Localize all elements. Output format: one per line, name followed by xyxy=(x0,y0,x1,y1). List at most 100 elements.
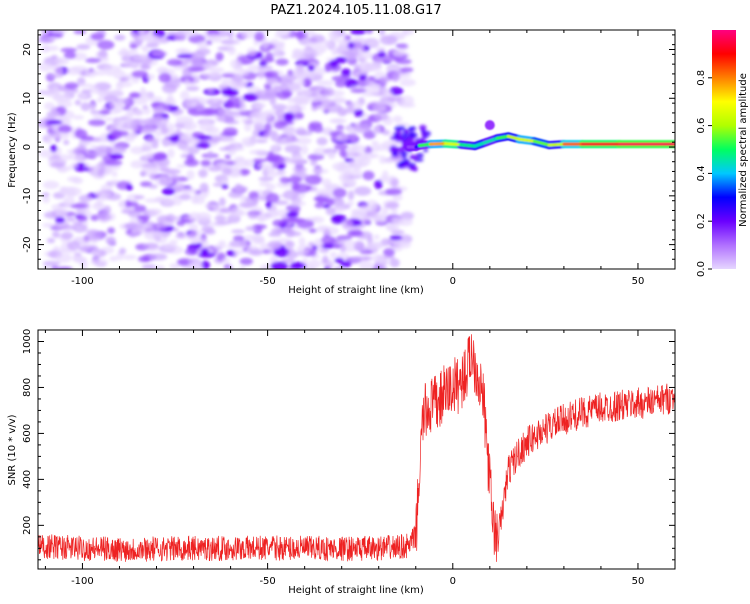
noise-blob xyxy=(144,118,161,125)
noise-blob xyxy=(313,148,329,156)
noise-blob xyxy=(232,74,244,82)
noise-blob xyxy=(299,49,314,55)
noise-blob xyxy=(279,177,289,182)
noise-blob xyxy=(108,239,114,245)
noise-blob xyxy=(257,163,270,168)
noise-blob xyxy=(336,134,349,141)
noise-blob xyxy=(65,217,75,222)
noise-blob xyxy=(330,99,347,103)
noise-blob xyxy=(95,145,111,152)
noise-blob xyxy=(63,196,75,205)
colorbar-tick-label: 0.6 xyxy=(696,118,707,134)
noise-blob xyxy=(53,87,59,96)
noise-blob xyxy=(81,89,91,93)
noise-blob xyxy=(244,235,257,240)
noise-blob xyxy=(229,146,245,151)
noise-blob xyxy=(53,94,64,101)
noise-blob xyxy=(273,50,279,58)
noise-blob xyxy=(380,35,398,45)
noise-blob xyxy=(291,182,300,190)
y-tick-label: 800 xyxy=(22,378,33,397)
noise-blob xyxy=(134,195,145,199)
noise-blob xyxy=(219,208,228,212)
noise-blob xyxy=(144,107,151,114)
noise-blob xyxy=(379,155,385,164)
noise-blob xyxy=(132,70,149,77)
noise-blob xyxy=(254,90,271,98)
noise-blob xyxy=(89,86,99,94)
spectrogram-ylabel: Frequency (Hz) xyxy=(7,112,18,188)
noise-blob xyxy=(240,258,253,265)
noise-blob xyxy=(184,79,190,86)
noise-blob xyxy=(184,159,199,167)
noise-blob xyxy=(324,184,339,190)
noise-blob xyxy=(186,86,199,91)
noise-blob xyxy=(302,258,308,265)
colorbar-label: Normalized spectral amplitude xyxy=(738,73,749,227)
noise-blob xyxy=(350,88,366,93)
noise-blob xyxy=(255,103,267,108)
noise-blob xyxy=(213,205,220,212)
noise-blob xyxy=(277,91,291,100)
signal-track-segment xyxy=(549,144,564,145)
noise-blob xyxy=(293,81,305,86)
noise-blob xyxy=(312,168,329,174)
noise-blob xyxy=(294,167,307,173)
noise-blob xyxy=(100,192,107,200)
noise-blob xyxy=(209,104,222,108)
x-tick-label: -100 xyxy=(71,276,94,287)
noise-blob xyxy=(134,205,146,212)
noise-blob xyxy=(390,258,400,267)
noise-blob xyxy=(359,74,367,80)
noise-blob xyxy=(75,100,81,106)
noise-blob xyxy=(276,181,293,188)
noise-blob xyxy=(227,115,235,124)
noise-blob xyxy=(137,35,150,39)
noise-blob xyxy=(295,128,306,136)
noise-blob xyxy=(255,139,268,143)
noise-blob xyxy=(338,38,349,48)
noise-blob xyxy=(180,91,189,101)
noise-blob xyxy=(376,46,386,52)
noise-blob xyxy=(151,51,167,56)
noise-blob xyxy=(205,108,218,116)
noise-blob xyxy=(374,234,380,239)
noise-blob xyxy=(153,153,165,161)
noise-blob xyxy=(222,168,232,176)
noise-blob xyxy=(188,212,201,221)
noise-blob xyxy=(91,33,105,41)
noise-blob xyxy=(64,52,76,59)
x-tick-label: -50 xyxy=(259,276,275,287)
noise-blob xyxy=(350,133,359,142)
noise-blob xyxy=(162,188,175,196)
y-tick-label: 1000 xyxy=(22,329,33,354)
noise-blob xyxy=(308,260,321,269)
noise-blob xyxy=(130,121,141,128)
noise-blob xyxy=(354,186,371,195)
noise-blob xyxy=(263,132,269,139)
noise-blob xyxy=(279,169,286,175)
noise-blob xyxy=(354,124,371,133)
noise-blob xyxy=(221,258,230,262)
noise-blob xyxy=(111,130,122,140)
noise-blob xyxy=(207,89,214,93)
noise-blob xyxy=(96,97,103,103)
noise-blob xyxy=(159,73,172,83)
noise-blob xyxy=(125,111,134,119)
spectrogram-xlabel: Height of straight line (km) xyxy=(288,285,424,296)
noise-blob xyxy=(222,88,239,96)
noise-blob xyxy=(239,203,256,208)
noise-blob xyxy=(410,132,418,138)
noise-blob xyxy=(85,69,97,78)
noise-blob xyxy=(266,183,276,190)
noise-blob xyxy=(247,47,257,56)
noise-blob xyxy=(285,145,302,153)
noise-blob xyxy=(310,35,325,43)
noise-blob xyxy=(332,162,348,171)
noise-blob xyxy=(183,121,197,130)
noise-blob xyxy=(43,261,61,266)
noise-blob xyxy=(64,187,82,196)
noise-blob xyxy=(258,66,273,70)
noise-blob xyxy=(221,184,228,189)
